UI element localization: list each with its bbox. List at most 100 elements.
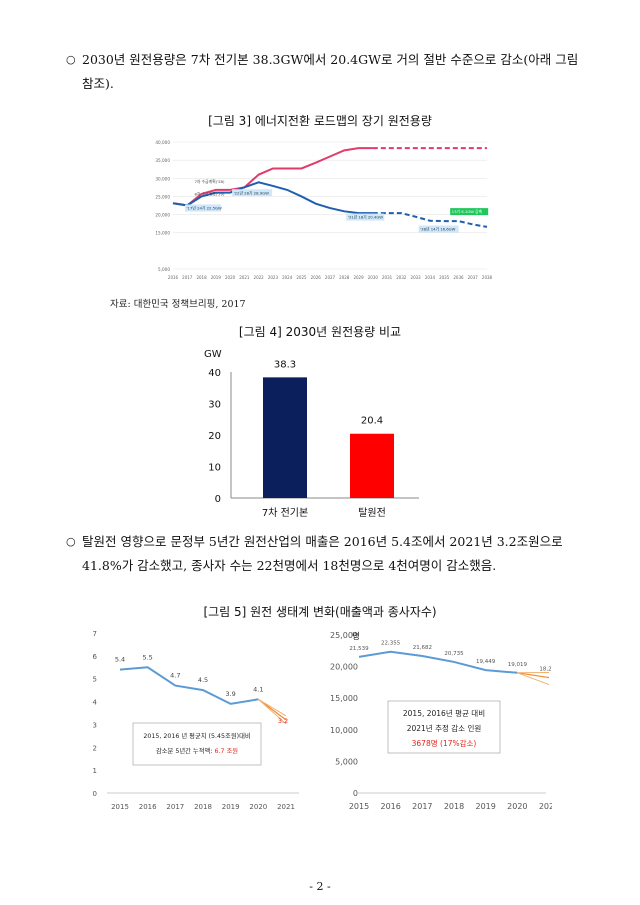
series-1-line — [172, 181, 373, 215]
y-tick-label: 35,000 — [155, 158, 170, 163]
x-tick-label: 2028 — [339, 275, 350, 280]
x-tick-label: 2015 — [349, 802, 369, 811]
projection-line — [517, 672, 550, 686]
note-line-1: 2015, 2016 년 평균치 (5.45조원)대비 — [143, 731, 250, 740]
bar-value-label: 20.4 — [361, 416, 383, 427]
annotation-box — [450, 208, 489, 216]
paragraph-2: ○ 탈원전 영향으로 문정부 5년간 원전산업의 매출은 2016년 5.4조에… — [66, 530, 606, 578]
x-tick-label: 2036 — [453, 275, 464, 280]
x-tick-label: 2017 — [412, 802, 432, 811]
annotation-label: 7차 수급계획('28) — [195, 179, 225, 184]
annotation-label: 13기 6.1GW 감축 — [452, 209, 483, 214]
figure-5-revenue-chart: 0 1 2 3 4 5 6 7 2015 2016 2017 2018 2019 2020 2021 5.4 5… — [93, 630, 299, 811]
paragraph-2-line-1: 탈원전 영향으로 문정부 5년간 원전산업의 매출은 2016년 5.4조에서 … — [82, 534, 563, 549]
y-tick-label: 1 — [93, 767, 97, 775]
data-label: 5.5 — [142, 653, 152, 661]
x-tick-label: 2018 — [196, 275, 207, 280]
paragraph-2-line-2: 41.8%가 감소했고, 종사자 수는 22천명에서 18천명으로 4천여명이 … — [82, 558, 497, 573]
y-tick-label: 0 — [93, 790, 97, 798]
data-label: 4.7 — [170, 672, 180, 680]
bar-2 — [350, 433, 394, 498]
bullet-icon: ○ — [66, 53, 76, 66]
y-tick-label: 25,000 — [330, 631, 358, 640]
annotation-label: 8차 수급계획('29) — [195, 192, 225, 197]
y-tick-label: 5 — [93, 676, 97, 684]
x-tick-label: 2026 — [311, 275, 322, 280]
figure-5-workers-chart: 명 0 5,000 10,000 15,000 20,000 25,000 2015 2016 2… — [330, 631, 552, 811]
revenue-line — [119, 666, 259, 705]
figure-5-title: [그림 5] 원전 생태계 변화(매출액과 종사자수) — [203, 605, 437, 619]
x-tick-label: 2029 — [353, 275, 364, 280]
projection-line — [258, 698, 287, 717]
figure-3-title: [그림 3] 에너지전환 로드맵의 장기 원전용량 — [208, 114, 432, 128]
x-tick-label: 2021 — [239, 275, 250, 280]
x-tick-label: 2038 — [482, 275, 493, 280]
paragraph-1-line-1: 2030년 원전용량은 7차 전기본 38.3GW에서 20.4GW로 거의 절… — [82, 52, 579, 67]
note-highlight: 3678명 (17%감소) — [412, 738, 477, 748]
data-label: 3.9 — [225, 690, 235, 698]
y-tick-label: 40,000 — [155, 140, 170, 145]
y-tick-label: 0 — [215, 494, 221, 505]
annotation-box — [232, 189, 273, 197]
note-highlight: 6.7 조원 — [214, 746, 238, 755]
x-tick-label: 2023 — [268, 275, 279, 280]
data-label: 18,269 — [539, 667, 552, 673]
y-tick-label: 25,000 — [155, 194, 170, 199]
x-tick-label: 2019 — [475, 802, 495, 811]
data-label: 19,019 — [508, 662, 528, 668]
category-label: 7차 전기본 — [262, 507, 308, 519]
data-label: 21,682 — [413, 645, 432, 651]
y-tick-label: 5,000 — [335, 757, 358, 766]
y-tick-label: 0 — [353, 789, 358, 798]
x-tick-label: 2018 — [194, 803, 212, 811]
x-tick-label: 2016 — [168, 275, 179, 280]
y-tick-label: 7 — [93, 630, 97, 638]
y-tick-label: 10 — [208, 463, 221, 474]
note-line-2: 2021년 추정 감소 인원 — [407, 723, 482, 733]
category-label: 탈원전 — [358, 506, 386, 519]
paragraph-1-line-2: 참조). — [82, 76, 114, 91]
y-tick-label: 30,000 — [155, 176, 170, 181]
workers-line — [358, 650, 518, 674]
data-label: 4.1 — [253, 685, 263, 693]
x-tick-label: 2016 — [139, 803, 157, 811]
note-line-2: 감소분 5년간 누적액: 6.7 조원 — [156, 746, 238, 755]
projection-line — [258, 698, 287, 725]
x-tick-label: 2030 — [368, 275, 379, 280]
y-tick-label: 2 — [93, 744, 97, 752]
x-tick-label: 2025 — [296, 275, 307, 280]
y-tick-label: 4 — [93, 699, 98, 707]
y-tick-label: 40 — [208, 368, 221, 379]
x-tick-label: 2017 — [182, 275, 193, 280]
paragraph-1: ○ 2030년 원전용량은 7차 전기본 38.3GW에서 20.4GW로 거의… — [66, 48, 606, 96]
data-label: 5.4 — [115, 656, 125, 664]
x-tick-label: 2020 — [507, 802, 527, 811]
figure-4-chart: GW 0 10 20 30 40 38.3 7차 전기본 20.4 탈원전 — [204, 349, 419, 519]
y-tick-label: 5,000 — [158, 267, 170, 272]
note-line-1: 2015, 2016년 평균 대비 — [403, 708, 485, 718]
y-tick-label: 10,000 — [330, 726, 358, 735]
data-label: 4.5 — [198, 676, 208, 684]
y-axis-unit-label: GW — [204, 349, 222, 360]
x-tick-label: 2022 — [254, 275, 265, 280]
x-tick-label: 2020 — [249, 803, 267, 811]
x-tick-label: 2033 — [411, 275, 422, 280]
annotation-label: '38년 14기 16.6GW — [420, 227, 456, 232]
x-tick-label: 2019 — [211, 275, 222, 280]
data-label: 22,355 — [381, 641, 401, 647]
y-tick-label: 6 — [93, 653, 98, 661]
x-tick-label: 2031 — [382, 275, 393, 280]
x-tick-label: 2037 — [468, 275, 479, 280]
data-label: 19,449 — [476, 659, 496, 665]
y-tick-label: 30 — [208, 400, 221, 411]
y-tick-label: 20,000 — [330, 663, 358, 672]
note-box — [132, 722, 262, 766]
x-tick-label: 2015 — [111, 803, 129, 811]
x-tick-label: 2017 — [166, 803, 184, 811]
x-tick-label: 2027 — [325, 275, 336, 280]
x-tick-label: 2019 — [222, 803, 240, 811]
annotation-label: '31년 18기 20.4GW — [348, 215, 384, 220]
bar-1 — [263, 377, 307, 498]
y-tick-label: 15,000 — [330, 694, 358, 703]
figure-3-source: 자료: 대한민국 정책브리핑, 2017 — [110, 299, 246, 310]
